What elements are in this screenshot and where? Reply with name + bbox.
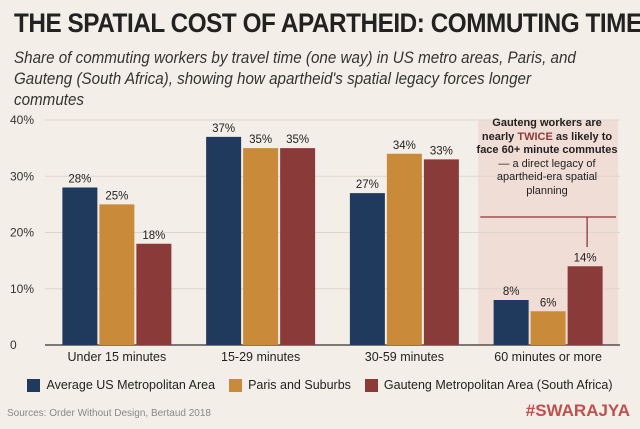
source-note: Sources: Order Without Design, Bertaud 2… [7,408,211,419]
y-tick-label: 20% [10,226,34,240]
data-label: 6% [540,297,557,309]
annotation: Gauteng workers are nearly TWICE as like… [476,117,618,198]
data-label: 28% [68,174,91,186]
y-tick-label: 40% [10,113,34,127]
legend-swatch [364,378,378,392]
bar [243,148,279,345]
data-label: 35% [249,134,272,146]
bar [280,148,316,345]
annotation-text-3: — a direct legacy of apartheid-era spati… [496,157,598,197]
data-label: 25% [105,190,128,202]
annotation-text: Gauteng workers are nearly [481,117,602,143]
data-label: 34% [393,140,416,152]
bar [386,153,422,345]
data-label: 37% [212,123,235,135]
bar [206,136,242,345]
bar [493,300,529,345]
y-tick-label: 30% [10,169,34,183]
legend-swatch [27,378,41,392]
legend-swatch [229,378,243,392]
annotation-text-2: as likely to face 60+ minute commutes [476,130,618,157]
legend-item-us: Average US Metropolitan Area [27,378,215,392]
x-tick-label: 15-29 minutes [221,350,300,364]
legend-item-gauteng: Gauteng Metropolitan Area (South Africa) [364,378,613,392]
data-label: 8% [503,286,520,298]
y-tick-label: 0 [10,338,17,352]
x-tick-label: 30-59 minutes [365,350,444,364]
data-label: 35% [286,134,309,146]
bar [99,204,135,345]
legend-label: Paris and Suburbs [248,378,351,392]
chart-subtitle: Share of commuting workers by travel tim… [14,49,576,109]
legend-item-paris: Paris and Suburbs [229,378,351,392]
x-tick-label: 60 minutes or more [494,350,602,364]
legend: Average US Metropolitan Area Paris and S… [0,378,640,392]
brand-logo: #SWARAJYA [525,401,630,420]
data-label: 14% [574,252,597,264]
bar [349,193,385,345]
data-label: 27% [356,179,379,191]
data-label: 33% [430,145,453,157]
bar [423,159,459,345]
chart-title: THE SPATIAL COST OF APARTHEID: COMMUTING… [14,8,640,38]
bar [530,311,566,345]
data-label: 18% [142,230,165,242]
x-tick-label: Under 15 minutes [68,350,167,364]
legend-label: Average US Metropolitan Area [46,378,216,392]
y-tick-label: 10% [10,282,34,296]
annotation-emphasis: TWICE [517,130,553,143]
legend-label: Gauteng Metropolitan Area (South Africa) [383,378,613,392]
bar [567,266,603,345]
bar [136,243,172,345]
bar [62,187,98,345]
